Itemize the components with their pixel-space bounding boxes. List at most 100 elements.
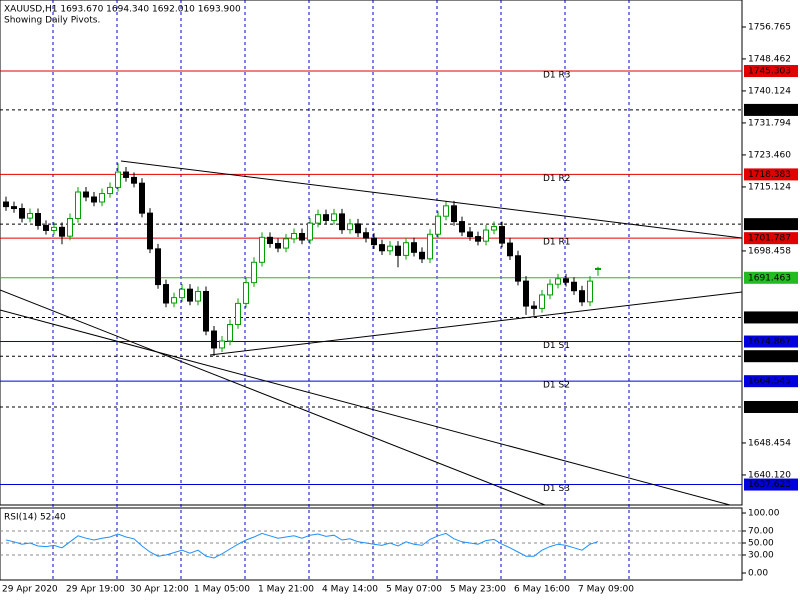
candle-body [283, 238, 289, 249]
trendline [209, 291, 743, 356]
y-tick-label: 1698.458 [748, 246, 791, 256]
candle-body [531, 305, 537, 309]
level-price-box [744, 232, 798, 245]
candle-body [115, 171, 121, 188]
candle-body [155, 248, 161, 286]
candle-body [347, 223, 353, 231]
candle-body [99, 193, 105, 203]
candle-body [123, 171, 129, 178]
candle-body [195, 290, 201, 302]
level-name: D1 S3 [543, 484, 570, 494]
candle-body [251, 261, 257, 284]
trendline [0, 289, 546, 506]
y-tick-label: 1715.124 [748, 182, 791, 192]
level-price-label: 1735.179 [748, 105, 791, 115]
candle-body [243, 282, 249, 304]
candle-body [323, 214, 329, 221]
candle-body [475, 236, 481, 242]
level-price-box [744, 168, 798, 181]
candle-body [299, 232, 305, 241]
candle-body [291, 232, 297, 240]
candle-body [3, 201, 9, 208]
level-price-box [744, 218, 798, 231]
x-tick-label: 1 May 05:00 [194, 585, 250, 595]
plot: D1 R3 D1 R2 D1 R1 D1 S1 D1 S2 D1 S3 [0, 70, 742, 559]
candle-body [211, 330, 217, 349]
x-tick-label: 1 May 21:00 [258, 585, 314, 595]
rsi-tick-label: 0.00 [748, 569, 768, 579]
x-tick-label: 29 Apr 19:00 [66, 585, 125, 595]
candle-body [171, 297, 177, 304]
x-tick-label: 5 May 07:00 [386, 585, 442, 595]
candle-body [267, 236, 273, 244]
level-price-box [744, 335, 798, 348]
rsi-tick-label: 70.00 [748, 527, 774, 537]
candle-body [395, 245, 401, 256]
chart-header: XAUUSD,H1 1693.670 1694.340 1692.010 169… [4, 5, 241, 15]
candle-body [139, 182, 145, 214]
main-panel [0, 0, 743, 506]
candle-body [595, 267, 601, 270]
candle-body [499, 226, 505, 244]
grid [0, 0, 742, 580]
candle-body [307, 222, 313, 241]
level-name: D1 S1 [543, 341, 570, 351]
candle-body [91, 196, 97, 203]
candle-body [19, 208, 25, 219]
level-price-label: 1691.463 [748, 273, 791, 283]
x-tick-label: 5 May 23:00 [450, 585, 506, 595]
x-tick-label: 4 May 14:00 [322, 585, 378, 595]
rsi-title: RSI(14) 52.40 [4, 513, 66, 523]
level-price-box [744, 271, 798, 284]
candle-body [579, 290, 585, 303]
level-price-box [744, 103, 798, 116]
level-price-label: 1664.543 [748, 377, 791, 387]
level-price-label: 1681.140 [748, 313, 791, 323]
candle-body [587, 280, 593, 303]
candle-body [571, 281, 577, 292]
x-tick-label: 29 Apr 2020 [2, 585, 58, 595]
candle-body [107, 186, 113, 195]
x-tick-label: 7 May 09:00 [578, 585, 634, 595]
candle-body [59, 226, 65, 237]
candle-body [411, 242, 417, 253]
candle-body [219, 340, 225, 349]
candle-body [491, 226, 497, 231]
candle-body [443, 205, 449, 217]
level-price-label: 1674.867 [748, 337, 791, 347]
candle-body [387, 245, 393, 252]
level-price-box [744, 400, 798, 413]
y-tick-label: 1648.454 [748, 438, 791, 448]
candle-body [339, 213, 345, 231]
candle-body [75, 191, 81, 220]
y-tick-label: 1640.120 [748, 470, 791, 480]
rsi-tick-label: 50.00 [748, 539, 774, 549]
candle-body [187, 288, 193, 302]
rsi-line [5, 532, 599, 559]
candle-body [179, 288, 185, 299]
candle-body [235, 302, 241, 326]
candle-body [27, 213, 33, 219]
trendlines [0, 160, 743, 506]
level-price-label: 1705.432 [748, 220, 791, 230]
y-tick-label: 1731.794 [748, 118, 791, 128]
level-price-box [744, 478, 798, 491]
candle-body [331, 213, 337, 221]
candle-body [483, 229, 489, 242]
y-tick-label: 1740.124 [748, 86, 791, 96]
candle-body [51, 226, 57, 231]
candle-body [315, 214, 321, 224]
candle-body [427, 233, 433, 260]
rsi-tick-label: 100.00 [748, 509, 780, 519]
price-axis: 1756.765 1748.462 1740.124 1731.794 1723.460… [742, 23, 798, 579]
candle-body [435, 215, 441, 235]
candle-body [203, 290, 209, 332]
y-tick-label: 1723.460 [748, 150, 791, 160]
candle-body [563, 278, 569, 283]
level-price-label: 1745.303 [748, 67, 791, 77]
candle-body [227, 324, 233, 342]
x-tick-label: 30 Apr 12:00 [130, 585, 189, 595]
candle-body [67, 218, 73, 237]
candle-body [131, 176, 137, 184]
candle-body [507, 242, 513, 257]
